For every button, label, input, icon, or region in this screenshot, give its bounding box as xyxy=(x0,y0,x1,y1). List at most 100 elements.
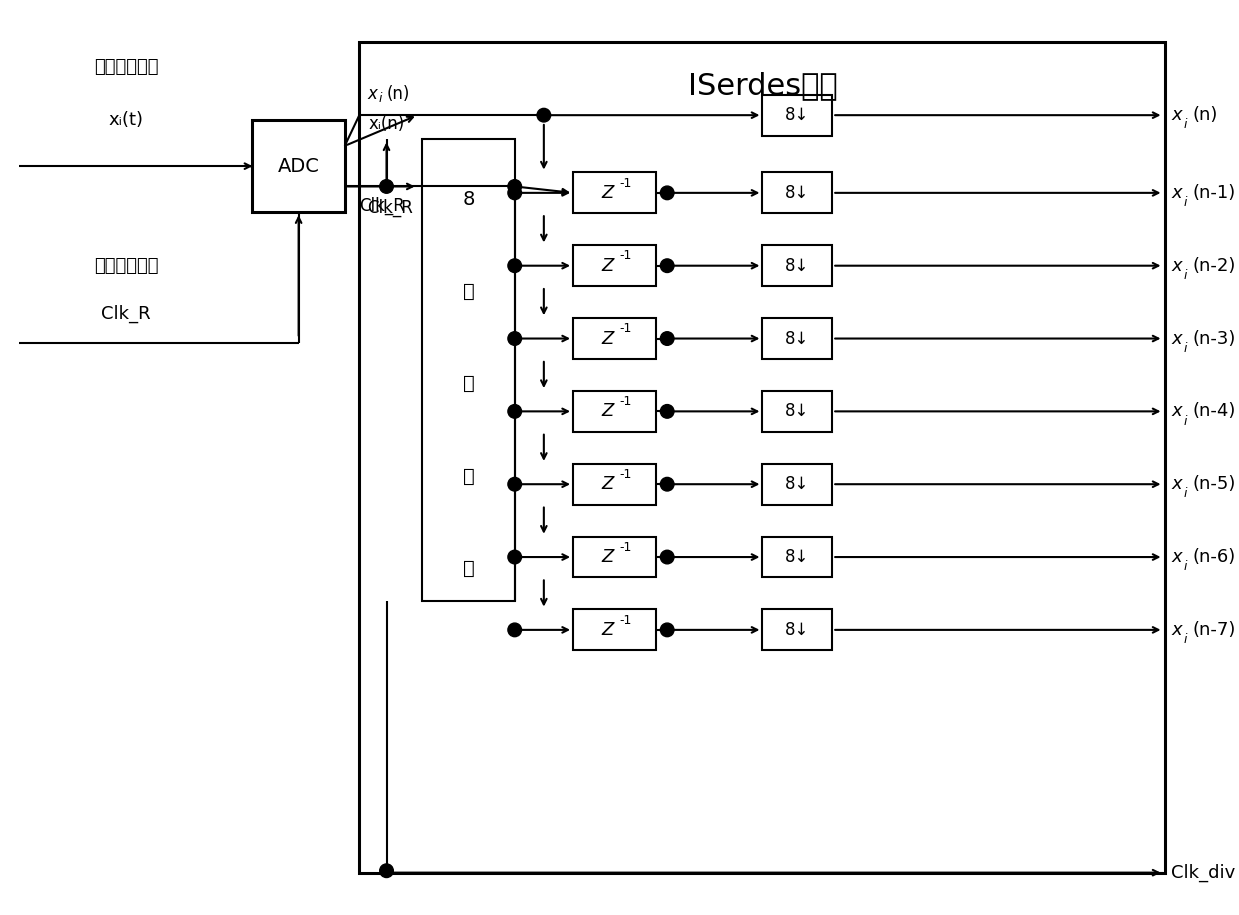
Text: ADC: ADC xyxy=(278,156,320,176)
Text: 射频输入信号: 射频输入信号 xyxy=(94,58,159,76)
Text: 路: 路 xyxy=(462,559,475,578)
Bar xyxy=(762,172,833,213)
Bar xyxy=(572,172,655,213)
Text: 8↓: 8↓ xyxy=(786,106,809,124)
Text: x: x xyxy=(1171,257,1182,274)
Bar xyxy=(572,609,655,651)
Text: x: x xyxy=(367,85,377,102)
Text: 8↓: 8↓ xyxy=(786,403,809,420)
Text: 8↓: 8↓ xyxy=(786,621,809,639)
Text: i: i xyxy=(1183,196,1187,209)
Text: -1: -1 xyxy=(620,541,632,554)
Text: (n): (n) xyxy=(387,85,410,102)
Text: i: i xyxy=(1183,341,1187,355)
Text: Z: Z xyxy=(601,621,613,639)
Circle shape xyxy=(660,478,674,491)
Text: (n-3): (n-3) xyxy=(1193,329,1237,348)
Text: i: i xyxy=(379,92,383,105)
Bar xyxy=(572,464,655,504)
Text: -1: -1 xyxy=(620,468,632,481)
Circle shape xyxy=(536,108,550,122)
Text: 8↓: 8↓ xyxy=(786,184,809,202)
Circle shape xyxy=(660,404,674,418)
Text: 频: 频 xyxy=(462,374,475,393)
Circle shape xyxy=(660,332,674,345)
Bar xyxy=(572,318,655,359)
Text: (n-6): (n-6) xyxy=(1193,548,1235,566)
Text: 8↓: 8↓ xyxy=(786,548,809,566)
Bar xyxy=(422,139,514,601)
Circle shape xyxy=(508,186,522,199)
Circle shape xyxy=(508,404,522,418)
Text: 8↓: 8↓ xyxy=(786,475,809,493)
Bar xyxy=(572,391,655,432)
Text: x: x xyxy=(1171,329,1182,348)
Circle shape xyxy=(508,623,522,637)
Circle shape xyxy=(508,259,522,273)
Bar xyxy=(762,95,833,135)
Text: -1: -1 xyxy=(620,395,632,408)
Circle shape xyxy=(508,179,522,193)
Text: Z: Z xyxy=(601,184,613,202)
Circle shape xyxy=(508,332,522,345)
Text: xᵢ(n): xᵢ(n) xyxy=(368,115,405,134)
Text: i: i xyxy=(1183,414,1187,427)
Text: Clk_div: Clk_div xyxy=(1171,864,1235,882)
Text: (n-2): (n-2) xyxy=(1193,257,1237,274)
Text: ISerdes模块: ISerdes模块 xyxy=(688,71,838,101)
Text: -1: -1 xyxy=(620,250,632,263)
Bar xyxy=(762,391,833,432)
Text: xᵢ(t): xᵢ(t) xyxy=(109,111,144,129)
Text: x: x xyxy=(1171,621,1182,639)
Circle shape xyxy=(660,623,674,637)
Text: x: x xyxy=(1171,106,1182,124)
Text: i: i xyxy=(1183,118,1187,132)
Text: Z: Z xyxy=(601,403,613,420)
Text: 分: 分 xyxy=(462,282,475,301)
Text: i: i xyxy=(1183,488,1187,501)
Text: i: i xyxy=(1183,269,1187,282)
Circle shape xyxy=(660,259,674,273)
Circle shape xyxy=(379,179,393,193)
Circle shape xyxy=(660,550,674,564)
Text: 8↓: 8↓ xyxy=(786,329,809,348)
Text: x: x xyxy=(1171,548,1182,566)
Text: -1: -1 xyxy=(620,177,632,189)
Text: Clk_R: Clk_R xyxy=(367,199,413,217)
Text: Clk_R: Clk_R xyxy=(359,197,405,215)
Text: Z: Z xyxy=(601,329,613,348)
Text: 射频采样时钟: 射频采样时钟 xyxy=(94,257,159,274)
Text: -1: -1 xyxy=(620,614,632,627)
Text: x: x xyxy=(1171,403,1182,420)
Circle shape xyxy=(508,478,522,491)
Circle shape xyxy=(660,186,674,199)
Bar xyxy=(253,120,344,212)
Text: x: x xyxy=(1171,184,1182,202)
Circle shape xyxy=(508,550,522,564)
Text: (n-7): (n-7) xyxy=(1193,621,1237,639)
Text: (n-1): (n-1) xyxy=(1193,184,1235,202)
Bar xyxy=(762,537,833,577)
Bar xyxy=(762,464,833,504)
Bar xyxy=(359,42,1166,873)
Text: Z: Z xyxy=(601,475,613,493)
Text: Z: Z xyxy=(601,548,613,566)
Circle shape xyxy=(379,864,393,877)
Text: Z: Z xyxy=(601,257,613,274)
Text: -1: -1 xyxy=(620,322,632,335)
Text: i: i xyxy=(1183,633,1187,646)
Text: (n-5): (n-5) xyxy=(1193,475,1237,493)
Bar xyxy=(762,318,833,359)
Bar xyxy=(572,245,655,286)
Bar xyxy=(572,537,655,577)
Text: 8↓: 8↓ xyxy=(786,257,809,274)
Bar xyxy=(762,245,833,286)
Text: x: x xyxy=(1171,475,1182,493)
Text: Clk_R: Clk_R xyxy=(102,305,151,323)
Bar xyxy=(762,609,833,651)
Text: i: i xyxy=(1183,560,1187,574)
Text: (n-4): (n-4) xyxy=(1193,403,1237,420)
Text: (n): (n) xyxy=(1193,106,1218,124)
Text: 8: 8 xyxy=(462,190,475,209)
Text: 电: 电 xyxy=(462,467,475,486)
